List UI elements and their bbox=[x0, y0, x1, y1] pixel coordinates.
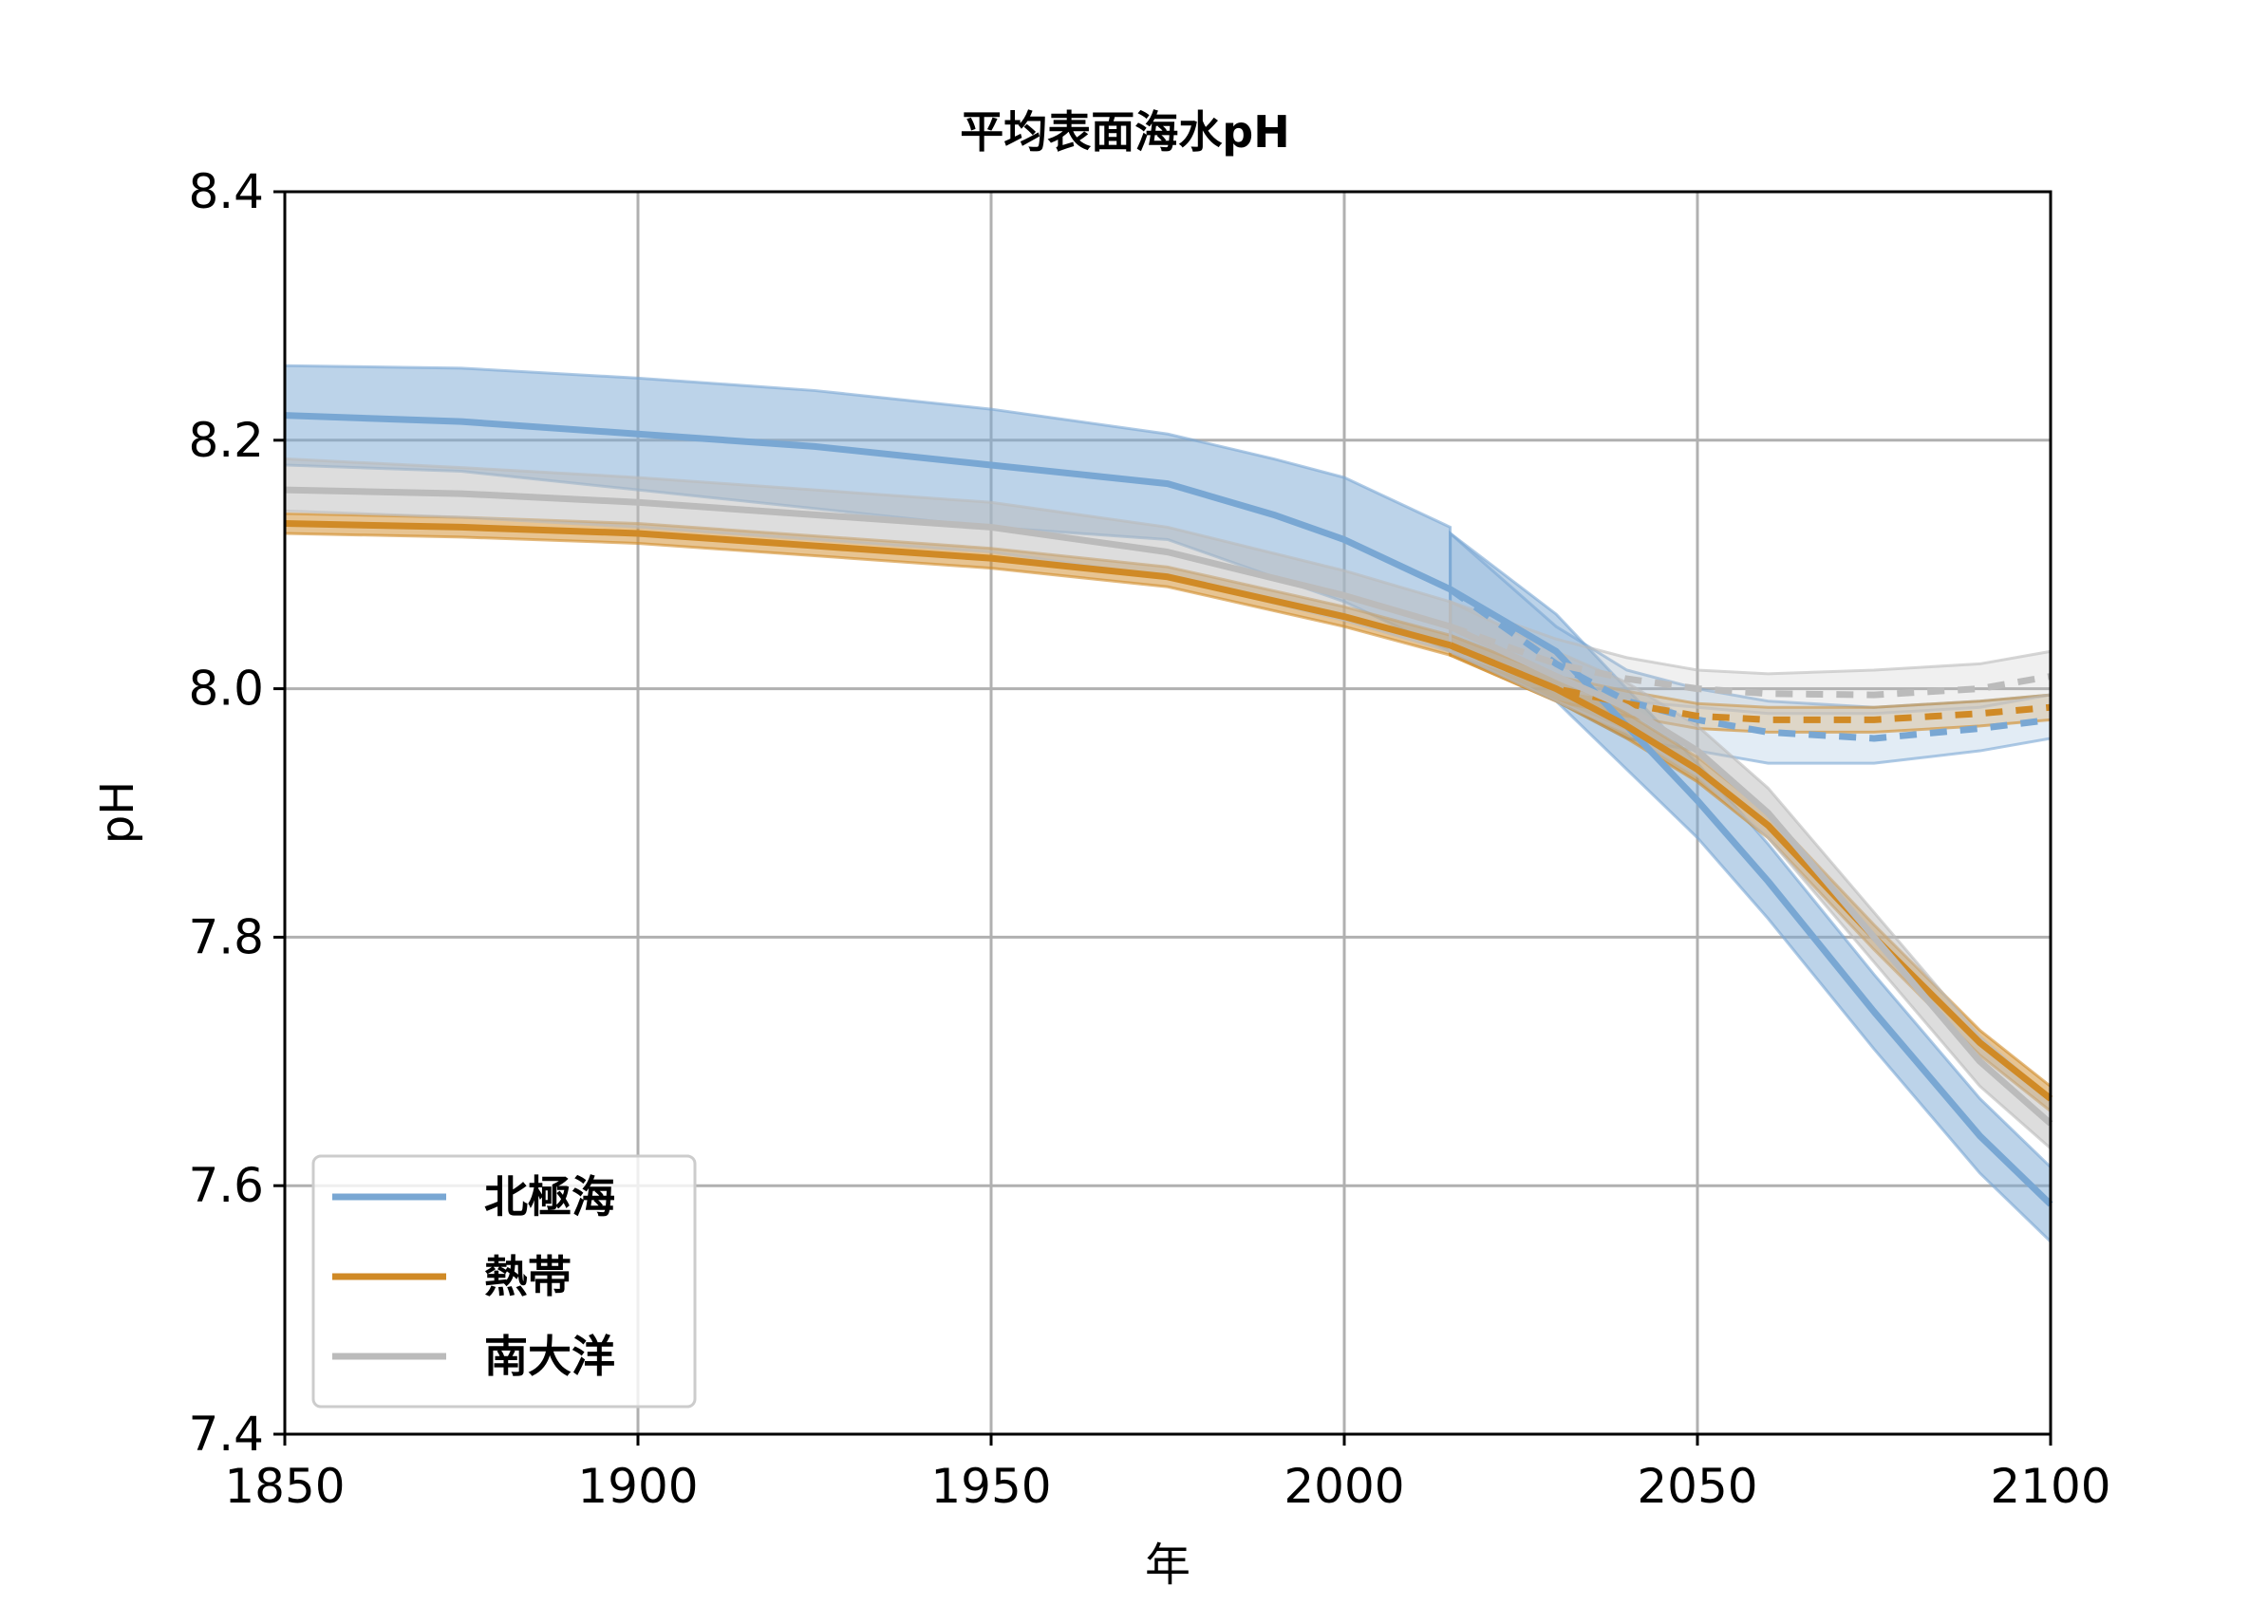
y-tick-label: 7.6 bbox=[188, 1158, 264, 1213]
line-low_scenario-1 bbox=[1449, 642, 2052, 723]
ticks: 1850 1900 1950 2000 2050 2100 7.4 7.6 7.8 8.0 8.2 8… bbox=[188, 164, 2110, 1514]
line-low_scenario-0 bbox=[1448, 587, 2052, 742]
legend-label-arctic: 北極海 bbox=[484, 1171, 615, 1223]
x-tick-label: 1850 bbox=[224, 1459, 345, 1514]
legend-label-southern: 南大洋 bbox=[484, 1331, 615, 1382]
line-historical-0 bbox=[284, 412, 1453, 593]
x-tick-label: 2100 bbox=[1990, 1459, 2110, 1514]
line-low_scenario-2 bbox=[1449, 623, 2052, 699]
line-historical-2 bbox=[284, 486, 1452, 630]
chart-title: 平均表面海水pH bbox=[960, 106, 1289, 158]
y-tick-label: 8.4 bbox=[188, 164, 264, 219]
y-tick-label: 8.0 bbox=[188, 662, 264, 717]
legend: 北極海 熱帯 南大洋 bbox=[311, 1154, 697, 1409]
y-axis-label: pH bbox=[91, 781, 144, 845]
legend-box bbox=[311, 1154, 697, 1409]
x-tick-label: 1900 bbox=[577, 1459, 698, 1514]
y-tick-label: 8.2 bbox=[188, 413, 264, 468]
line-high_scenario-2 bbox=[1449, 623, 2053, 1127]
y-tick-label: 7.8 bbox=[188, 909, 264, 964]
plot-frame bbox=[283, 190, 2052, 1436]
line-high_scenario-1 bbox=[1449, 642, 2053, 1102]
series-lines bbox=[284, 412, 2053, 1207]
y-tick-label: 7.4 bbox=[188, 1407, 264, 1462]
x-tick-label: 1950 bbox=[930, 1459, 1051, 1514]
x-tick-label: 2000 bbox=[1284, 1459, 1404, 1514]
legend-label-tropics: 熱帯 bbox=[484, 1251, 572, 1302]
x-axis-label: 年 bbox=[1145, 1539, 1190, 1592]
x-tick-label: 2050 bbox=[1637, 1459, 1757, 1514]
line-historical-1 bbox=[284, 520, 1452, 649]
